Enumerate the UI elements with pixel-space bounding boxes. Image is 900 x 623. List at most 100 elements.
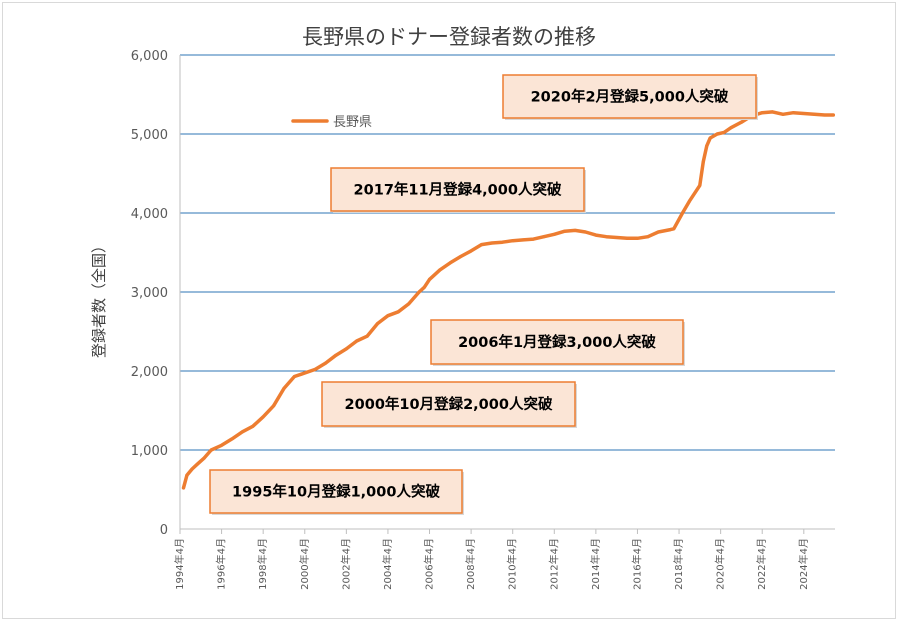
data-point <box>422 285 426 289</box>
data-point <box>563 229 567 233</box>
data-point <box>500 240 504 244</box>
data-point <box>781 112 785 116</box>
data-point <box>230 437 234 441</box>
data-point <box>365 334 369 338</box>
data-point <box>791 111 795 115</box>
data-point <box>831 113 835 117</box>
y-tick-label: 1,000 <box>131 444 168 459</box>
data-point <box>532 237 535 241</box>
data-point <box>202 456 206 460</box>
data-point <box>668 228 672 232</box>
x-tick-label: 2012年4月 <box>547 538 560 590</box>
annotation-callout: 1995年10月登録1,000人突破 <box>209 469 464 515</box>
data-point <box>428 277 431 281</box>
x-tick-label: 2018年4月 <box>672 538 685 590</box>
data-point <box>438 268 442 272</box>
x-tick-label: 1998年4月 <box>256 538 269 590</box>
data-point <box>292 375 296 378</box>
annotation-text: 2017年11月登録4,000人突破 <box>354 181 562 199</box>
x-tick-label: 1994年4月 <box>173 538 186 590</box>
x-tick-label: 1996年4月 <box>215 538 228 590</box>
annotation-text: 2006年1月登録3,000人突破 <box>458 333 656 351</box>
y-tick-label: 2,000 <box>131 365 168 380</box>
data-point <box>417 290 421 294</box>
y-axis-label: 登録者数（全国） <box>90 238 108 358</box>
data-point <box>802 112 806 115</box>
data-point <box>185 473 189 477</box>
data-point <box>594 233 598 237</box>
annotation-text: 1995年10月登録1,000人突破 <box>232 483 440 501</box>
x-tick-label: 2008年4月 <box>464 538 477 590</box>
data-point <box>376 322 379 326</box>
data-point <box>698 183 702 187</box>
annotation-callout: 2006年1月登録3,000人突破 <box>430 319 685 366</box>
legend-label: 長野県 <box>333 115 372 130</box>
data-point <box>480 243 483 247</box>
data-point <box>190 467 194 471</box>
data-point <box>355 339 359 343</box>
chart-title: 長野県のドナー登録者数の推移 <box>302 25 596 49</box>
data-point <box>511 239 515 243</box>
data-point <box>261 415 265 419</box>
annotation-box <box>330 167 585 212</box>
data-point <box>729 126 733 130</box>
data-point <box>646 235 650 239</box>
x-tick-label: 2002年4月 <box>339 538 352 590</box>
data-point <box>195 462 199 466</box>
x-tick-label: 2004年4月 <box>381 538 394 590</box>
x-tick-label: 2024年4月 <box>797 538 810 590</box>
data-point <box>299 372 303 376</box>
data-point <box>708 136 712 140</box>
data-point <box>573 228 577 232</box>
data-point <box>722 130 726 134</box>
data-point <box>334 353 338 357</box>
data-point <box>407 302 411 306</box>
x-tick-label: 2022年4月 <box>755 538 768 590</box>
data-point <box>521 238 525 242</box>
data-point <box>313 367 317 371</box>
data-point <box>705 144 709 148</box>
data-point <box>584 230 587 234</box>
data-point <box>469 249 473 253</box>
x-tick-label: 2020年4月 <box>714 538 727 590</box>
annotation-callout: 2017年11月登録4,000人突破 <box>330 167 586 213</box>
x-tick-label: 2006年4月 <box>423 538 436 590</box>
annotation-box <box>209 469 463 514</box>
annotation-box <box>430 319 684 365</box>
data-point <box>812 112 816 116</box>
annotation-box <box>321 381 576 427</box>
data-point <box>681 211 684 215</box>
data-point <box>396 310 400 314</box>
annotation-text: 2020年2月登録5,000人突破 <box>531 88 729 106</box>
data-point <box>209 448 213 452</box>
data-point <box>552 232 556 236</box>
data-point <box>687 199 691 203</box>
data-point <box>344 347 348 351</box>
data-point <box>771 110 775 114</box>
y-tick-label: 5,000 <box>131 128 168 143</box>
data-point <box>182 486 185 490</box>
data-point <box>386 314 390 318</box>
data-point <box>272 404 276 408</box>
data-point <box>701 160 705 164</box>
data-point <box>672 227 676 231</box>
annotation-callout: 2020年2月登録5,000人突破 <box>502 74 758 120</box>
x-tick-label: 2016年4月 <box>630 538 643 590</box>
x-tick-label: 2000年4月 <box>298 538 311 590</box>
x-tick-label: 2014年4月 <box>589 538 602 590</box>
data-point <box>636 236 639 240</box>
data-point <box>760 111 764 115</box>
annotation-callout: 2000年10月登録2,000人突破 <box>321 381 577 428</box>
data-point <box>490 241 494 245</box>
data-point <box>625 236 629 240</box>
y-tick-label: 4,000 <box>131 207 168 222</box>
data-point <box>615 236 619 239</box>
data-point <box>282 386 286 390</box>
y-tick-label: 0 <box>160 523 168 538</box>
data-point <box>324 361 328 365</box>
data-point <box>739 120 743 124</box>
annotation-box <box>502 74 757 119</box>
data-point <box>542 235 546 239</box>
data-point <box>715 132 719 136</box>
